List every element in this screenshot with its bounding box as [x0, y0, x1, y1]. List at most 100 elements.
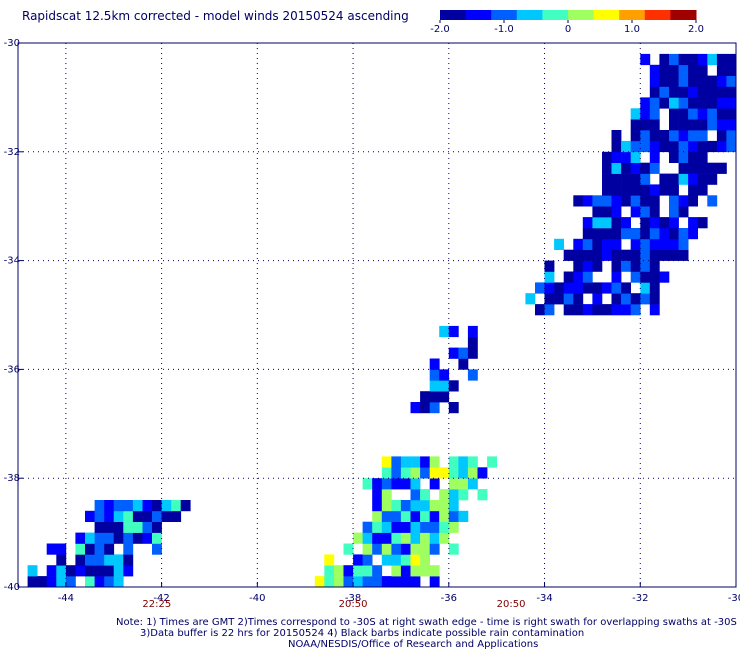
wind-cell	[448, 347, 459, 359]
wind-cell	[659, 97, 670, 109]
colorbar-segment	[491, 10, 518, 20]
wind-cell	[372, 478, 383, 490]
wind-cell	[592, 195, 603, 207]
wind-cell	[381, 510, 392, 522]
wind-cell	[563, 249, 574, 261]
wind-cell	[94, 565, 105, 577]
wind-cell	[582, 304, 593, 316]
wind-cell	[669, 130, 679, 142]
wind-cell	[678, 119, 689, 131]
wind-cell	[94, 554, 105, 566]
wind-cell	[659, 238, 670, 250]
wind-cell	[640, 130, 651, 142]
wind-cell	[640, 206, 651, 218]
wind-cell	[669, 108, 679, 120]
colorbar-segment	[670, 10, 697, 20]
wind-cell	[649, 75, 660, 87]
wind-cell	[621, 140, 631, 153]
wind-cell	[372, 510, 383, 522]
wind-cell	[640, 195, 651, 207]
wind-cell	[439, 500, 450, 512]
colorbar-segment	[593, 10, 620, 20]
wind-cell	[400, 500, 411, 512]
colorbar-segment	[542, 10, 569, 20]
wind-cell	[429, 369, 440, 381]
wind-cell	[113, 521, 124, 533]
wind-cell	[171, 510, 182, 522]
wind-cell	[592, 304, 603, 316]
wind-cell	[65, 565, 76, 577]
time-labels: 22:25 20:50 20:50	[142, 599, 525, 610]
swath-southwest	[27, 500, 191, 588]
wind-cell	[391, 576, 402, 588]
wind-cell	[611, 293, 622, 305]
wind-cell	[448, 402, 459, 414]
wind-cell	[391, 565, 402, 577]
wind-cell	[659, 53, 670, 66]
wind-cell	[630, 151, 641, 163]
wind-cell	[400, 521, 411, 533]
wind-cell	[611, 151, 622, 163]
wind-cell	[640, 184, 651, 196]
wind-cell	[716, 130, 727, 142]
wind-cell	[362, 565, 373, 577]
wind-cell	[429, 391, 440, 403]
wind-cell	[640, 217, 651, 229]
wind-cell	[602, 282, 612, 294]
wind-cell	[554, 238, 564, 250]
wind-cell	[113, 500, 124, 512]
wind-cell	[697, 217, 708, 229]
wind-cell	[458, 467, 469, 479]
swath-northeast	[525, 53, 737, 316]
wind-cell	[104, 510, 115, 522]
wind-cell	[669, 173, 679, 185]
wind-cell	[649, 184, 660, 196]
wind-cell	[429, 380, 440, 392]
wind-cell	[669, 206, 679, 218]
wind-cell	[458, 347, 469, 359]
wind-cell	[621, 260, 631, 272]
wind-cell	[678, 195, 689, 207]
wind-cell	[391, 456, 402, 468]
wind-cell	[659, 184, 670, 196]
wind-cell	[161, 500, 172, 512]
wind-cell	[582, 195, 593, 207]
colorbar-tick-label: -2.0	[430, 24, 450, 35]
wind-cell	[726, 108, 737, 120]
wind-cell	[582, 249, 593, 261]
wind-cell	[592, 228, 603, 240]
wind-cell	[400, 565, 411, 577]
wind-cell	[697, 53, 708, 66]
wind-cell	[611, 195, 622, 207]
wind-cell	[104, 554, 115, 566]
wind-cell	[391, 554, 402, 566]
wind-cell	[152, 521, 162, 533]
wind-cell	[592, 249, 603, 261]
wind-cell	[649, 271, 660, 283]
colorbar-tick-label: 0	[565, 24, 571, 35]
wind-cell	[659, 173, 670, 185]
wind-cell	[381, 478, 392, 490]
wind-cell	[697, 97, 708, 109]
wind-cell	[621, 162, 631, 174]
wind-cell	[707, 86, 718, 98]
wind-cell	[372, 489, 383, 501]
lat-tick-label: -32	[4, 147, 20, 158]
wind-cell	[410, 467, 421, 479]
wind-cell	[630, 206, 641, 218]
wind-cell	[697, 151, 708, 163]
wind-cell	[429, 532, 440, 544]
colorbar-segment	[440, 10, 467, 20]
wind-cell	[46, 576, 57, 588]
wind-cell	[381, 456, 392, 468]
wind-cell	[592, 238, 603, 250]
wind-cell	[716, 119, 727, 131]
wind-cell	[640, 293, 651, 305]
wind-cell	[152, 510, 162, 522]
note-line-2: 3)Data buffer is 22 hrs for 20150524 4) …	[140, 628, 585, 639]
wind-cell	[400, 467, 411, 479]
wind-cell	[669, 53, 679, 66]
wind-cell	[707, 108, 718, 120]
wind-cell	[429, 565, 440, 577]
wind-cell	[621, 151, 631, 163]
